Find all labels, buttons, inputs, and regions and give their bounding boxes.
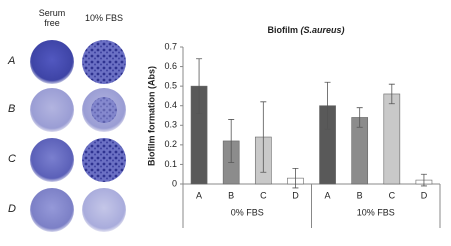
- x-tick-label: C: [389, 190, 396, 200]
- row-label: C: [8, 153, 16, 165]
- row-label: B: [8, 103, 16, 115]
- well-photos: [30, 40, 126, 232]
- error-bar: [356, 107, 363, 128]
- x-tick-label: B: [357, 190, 363, 200]
- y-tick-label: 0.1: [164, 159, 177, 169]
- y-tick-label: 0.7: [164, 41, 177, 51]
- y-tick-label: 0.4: [164, 100, 177, 110]
- well-spots: [91, 97, 117, 123]
- error-bar: [324, 81, 331, 130]
- title-italic: (S.aureus): [301, 25, 345, 35]
- row-label: A: [8, 55, 16, 67]
- well: [30, 138, 74, 182]
- group-label: 10% FBS: [357, 207, 395, 217]
- well: [30, 40, 74, 84]
- error-bar: [420, 173, 427, 187]
- group-label: 0% FBS: [231, 207, 264, 217]
- x-tick-label: B: [228, 190, 234, 200]
- column-label: Serum free: [38, 8, 66, 28]
- y-axis-label: Biofilm formation (Abs): [146, 66, 156, 166]
- y-tick-label: 0: [172, 178, 177, 188]
- x-tick-label: C: [260, 190, 267, 200]
- error-bar: [388, 83, 395, 105]
- well: [82, 40, 126, 84]
- well: [30, 188, 74, 232]
- x-tick-label: D: [421, 190, 428, 200]
- x-tick-label: A: [325, 190, 331, 200]
- y-tick-label: 0.5: [164, 81, 177, 91]
- x-tick-label: A: [196, 190, 202, 200]
- error-bar: [228, 119, 235, 163]
- error-bar: [260, 101, 267, 173]
- x-tick-label: D: [292, 190, 299, 200]
- title-main: Biofilm: [267, 25, 298, 35]
- y-tick-label: 0.2: [164, 139, 177, 149]
- error-bar: [196, 58, 203, 114]
- well: [82, 138, 126, 182]
- error-bar: [292, 167, 299, 189]
- y-tick-label: 0.3: [164, 120, 177, 130]
- row-label: D: [8, 203, 16, 215]
- y-tick-label: 0.6: [164, 61, 177, 71]
- well: [82, 188, 126, 232]
- column-label: 10% FBS: [84, 13, 124, 23]
- well: [30, 88, 74, 132]
- chart-title: Biofilm (S.aureus): [267, 25, 344, 35]
- bar: [383, 93, 401, 185]
